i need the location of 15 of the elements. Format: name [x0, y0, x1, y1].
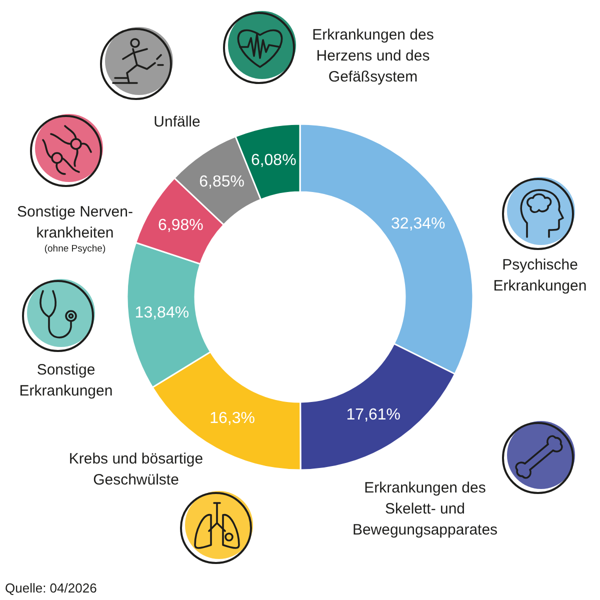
data-label: 13,84% [134, 304, 190, 322]
slice-label: Erkrankungen des Skelett- und Bewegungsapparates [352, 480, 498, 538]
source-note: Quelle: 04/2026 [5, 580, 97, 596]
slice-label: Krebs und bösartige Geschwülste [68, 450, 204, 488]
slice-label: Sonstige Nerven- krankheiten (ohne Psyche) [17, 204, 133, 254]
data-label: 6,85% [199, 174, 245, 191]
data-label: 6,98% [158, 217, 204, 234]
slice-label: Unfälle [154, 114, 200, 130]
data-label: 16,3% [210, 410, 255, 427]
data-label: 17,61% [346, 406, 401, 424]
data-label: 6,08% [250, 152, 296, 170]
data-label: 32,34% [391, 215, 446, 232]
slice-label: Erkrankungen des Herzens und des Gefäßsystem [312, 26, 434, 86]
slice-label: Psychische Erkrankungen [493, 256, 587, 294]
slice-label: Sonstige Erkrankungen [19, 362, 113, 400]
